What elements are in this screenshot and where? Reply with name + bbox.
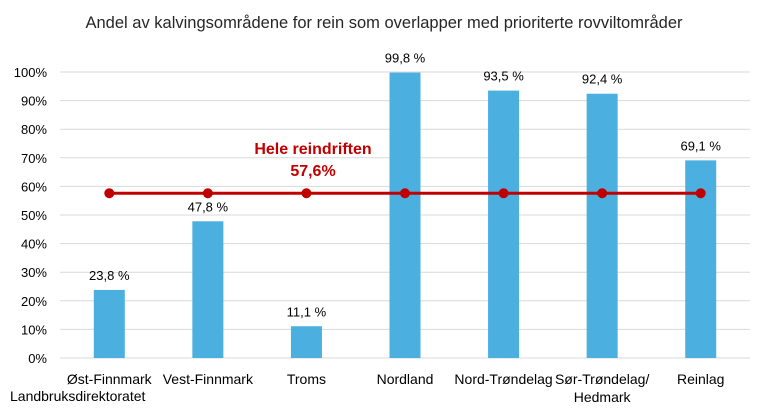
y-tick-label: 20% [21,294,47,309]
y-tick-label: 50% [21,208,47,223]
reference-marker [301,188,312,199]
bar [389,72,421,359]
bar [290,326,322,358]
x-tick-label: Nord-Trøndelag [454,371,552,387]
reference-line-value: 57,6% [290,163,335,180]
x-tick-label: Øst-Finnmark [67,371,153,387]
y-tick-label: 10% [21,322,47,337]
y-tick-label: 70% [21,151,47,166]
data-label: 11,1 % [287,304,327,319]
data-label: 99,8 % [385,51,426,66]
data-label: 92,4 % [582,72,623,87]
x-tick-label: Nordland [377,371,434,387]
chart-title: Andel av kalvingsområdene for rein som o… [85,14,683,32]
reference-marker [498,188,509,199]
data-label: 47,8 % [188,199,229,214]
x-tick-label: Vest-Finnmark [163,371,254,387]
data-label: 23,8 % [89,268,130,283]
source-label: Landbruksdirektoratet [10,388,146,404]
reference-marker [104,188,115,199]
y-tick-label: 100% [14,65,48,80]
bar [586,93,618,359]
reference-line-label: Hele reindriften [254,141,371,158]
reference-marker [597,188,608,199]
data-label: 69,1 % [680,138,721,153]
y-tick-label: 90% [21,94,47,109]
x-tick-label: Troms [287,371,326,387]
y-tick-label: 40% [21,237,47,252]
bar [488,90,520,358]
reference-marker [695,188,706,199]
x-tick-label: Sør-Trøndelag/Hedmark [555,371,650,405]
y-tick-label: 30% [21,265,47,280]
y-tick-label: 0% [28,351,47,366]
y-tick-label: 60% [21,179,47,194]
bar [93,289,125,358]
data-label: 93,5 % [483,69,524,84]
reference-marker [400,188,410,199]
bar [192,221,224,358]
x-tick-label: Reinlag [677,371,724,387]
y-tick-label: 80% [21,122,47,137]
reference-marker [202,188,213,199]
